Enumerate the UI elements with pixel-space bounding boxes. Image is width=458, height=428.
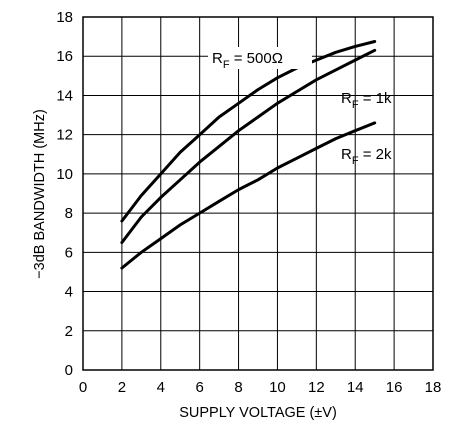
x-tick-label-3: 6 <box>195 379 203 396</box>
series-label-background-0 <box>208 47 312 69</box>
series-label-value-0: = 500Ω <box>230 50 283 67</box>
y-tick-label-8: 16 <box>56 48 73 65</box>
y-tick-label-5: 10 <box>56 166 73 183</box>
series-label-value-1: = 1k <box>359 90 392 107</box>
series-label-1: RF = 1k <box>341 90 392 111</box>
plot-border <box>82 16 434 371</box>
x-tick-label-6: 12 <box>308 379 325 396</box>
series-line-0 <box>120 40 377 223</box>
y-axis-label: −3dB BANDWIDTH (MHz) <box>32 109 48 279</box>
series-lines <box>120 40 377 270</box>
series-label-subscript-1: F <box>352 99 359 111</box>
x-tick-label-2: 4 <box>157 379 165 396</box>
grid <box>83 17 433 370</box>
x-tick-label-7: 14 <box>347 379 364 396</box>
series-label-main-1: R <box>341 90 352 107</box>
series-label-subscript-0: F <box>223 59 230 71</box>
x-tick-label-5: 10 <box>269 379 286 396</box>
tick-labels: 0 2 4 6 8 10 12 14 16 18 0 2 4 6 8 10 12 14 16 18 <box>56 9 441 396</box>
x-axis-label: SUPPLY VOLTAGE (±V) <box>179 405 337 421</box>
y-tick-label-7: 14 <box>56 87 73 104</box>
series-label-value-2: = 2k <box>359 146 392 163</box>
series-line-2 <box>120 121 377 270</box>
y-tick-label-3: 6 <box>65 244 73 261</box>
series-label-2: RF = 2k <box>341 146 392 167</box>
y-tick-label-1: 2 <box>65 323 73 340</box>
plot-frame <box>82 16 434 371</box>
y-tick-label-2: 4 <box>65 284 73 301</box>
series-label-0: RF = 500Ω <box>212 50 283 71</box>
x-tick-label-4: 8 <box>234 379 242 396</box>
x-tick-label-0: 0 <box>79 379 87 396</box>
y-tick-label-9: 18 <box>56 9 73 26</box>
y-tick-label-0: 0 <box>65 362 73 379</box>
series-line-1 <box>120 48 377 244</box>
series-label-main-2: R <box>341 146 352 163</box>
y-tick-label-6: 12 <box>56 127 73 144</box>
y-tick-label-4: 8 <box>65 205 73 222</box>
x-tick-label-1: 2 <box>118 379 126 396</box>
series-label-main-0: R <box>212 50 223 67</box>
x-tick-label-8: 16 <box>386 379 403 396</box>
series-label-subscript-2: F <box>352 155 359 167</box>
x-tick-label-9: 18 <box>425 379 442 396</box>
